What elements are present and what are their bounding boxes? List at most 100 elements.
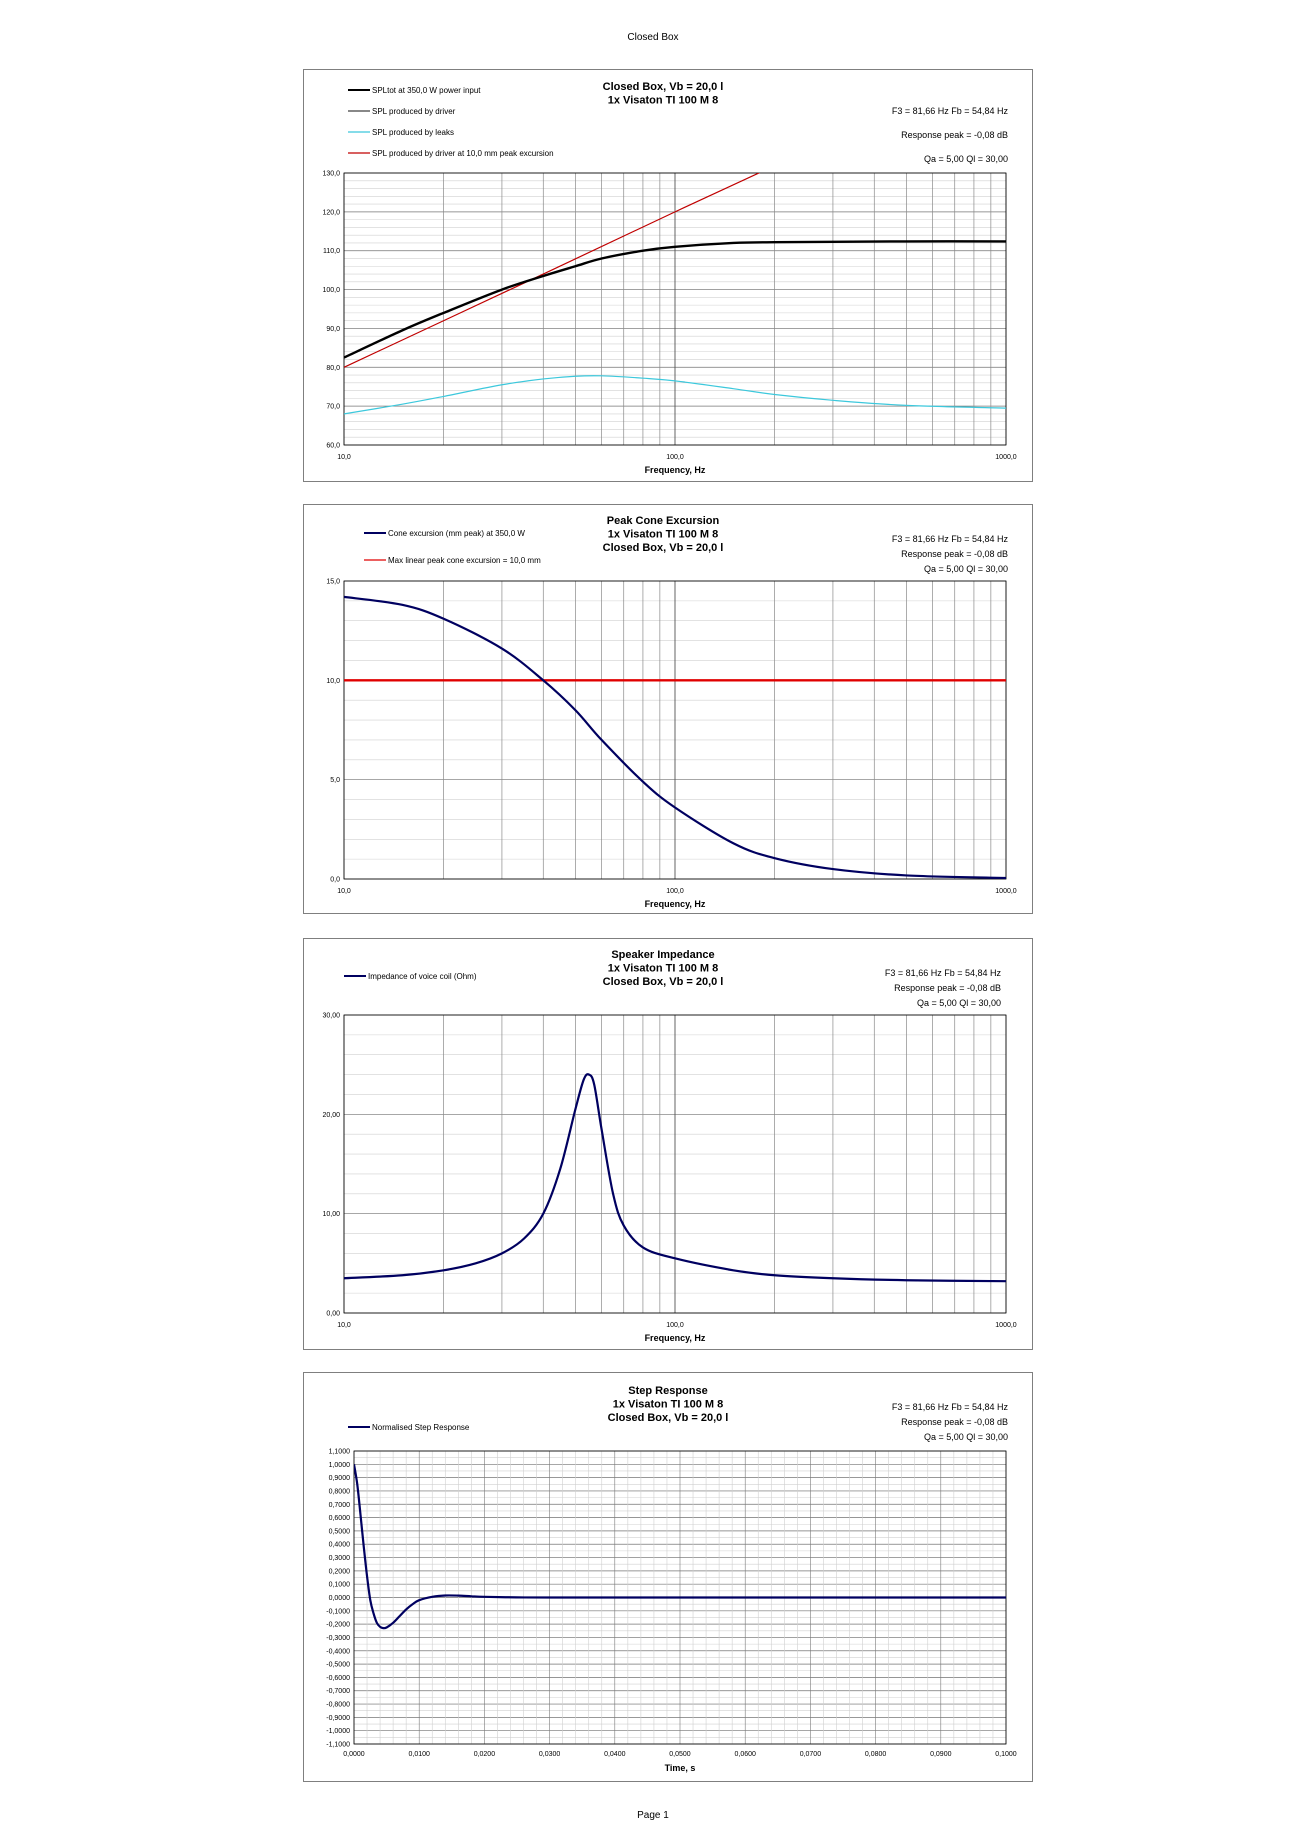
series-line [344, 1073, 1006, 1283]
info-line: F3 = 81,66 Hz Fb = 54,84 Hz [885, 968, 1002, 978]
info-line: Response peak = -0,08 dB [901, 549, 1008, 559]
x-axis-title: Frequency, Hz [645, 1333, 706, 1343]
x-tick-label: 0,0500 [669, 1751, 691, 1758]
chart-title-line: Peak Cone Excursion [607, 515, 720, 527]
spl-chart-panel: 60,0 70,0 80,0 90,0 100,0 110,0 120,0 130,0 10,0… [303, 69, 1033, 482]
chart-title-line: Closed Box, Vb = 20,0 l [608, 1412, 729, 1424]
plot-border [343, 580, 1007, 880]
excursion-chart-panel: 0,0 5,0 10,0 15,0 10,0 100,0 1000,0 Frequency, … [303, 504, 1033, 914]
y-tick-label: -0,5000 [326, 1662, 350, 1669]
y-tick-label: -0,8000 [326, 1702, 350, 1709]
info-line: Response peak = -0,08 dB [901, 1417, 1008, 1427]
x-tick-label: 0,0200 [474, 1751, 496, 1758]
y-tick-label: 0,2000 [329, 1568, 351, 1575]
x-tick-label: 1000,0 [995, 454, 1017, 461]
y-tick-label: 90,0 [326, 326, 340, 333]
legend: Normalised Step Response [348, 1423, 470, 1432]
info-line: F3 = 81,66 Hz Fb = 54,84 Hz [892, 1402, 1009, 1412]
legend-label: SPLtot at 350,0 W power input [372, 86, 481, 95]
impedance-chart-panel: 0,00 10,00 20,00 30,00 10,0 100,0 1000,0 Freque… [303, 938, 1033, 1350]
legend-label: Cone excursion (mm peak) at 350,0 W [388, 529, 525, 538]
excursion-chart: 0,0 5,0 10,0 15,0 10,0 100,0 1000,0 Frequency, … [326, 515, 1017, 909]
y-tick-label: 0,00 [326, 1311, 340, 1318]
x-tick-label: 0,0700 [800, 1751, 822, 1758]
y-tick-label: 120,0 [322, 209, 340, 216]
info-line: Qa = 5,00 Ql = 30,00 [924, 1432, 1008, 1442]
grid [343, 580, 1007, 880]
y-tick-label: 20,00 [322, 1112, 340, 1119]
y-tick-label: -0,4000 [326, 1648, 350, 1655]
chart-title-line: Closed Box, Vb = 20,0 l [603, 81, 724, 93]
y-tick-label: 0,9000 [329, 1475, 351, 1482]
x-axis-title: Frequency, Hz [645, 465, 706, 475]
info-line: F3 = 81,66 Hz Fb = 54,84 Hz [892, 106, 1009, 116]
y-tick-label: 0,5000 [329, 1528, 351, 1535]
y-tick-label: 70,0 [326, 404, 340, 411]
x-tick-label: 0,0400 [604, 1751, 626, 1758]
y-tick-label: -1,0000 [326, 1728, 350, 1735]
x-tick-label: 100,0 [666, 1322, 684, 1329]
y-tick-label: 60,0 [326, 443, 340, 450]
x-tick-label: 10,0 [337, 1322, 351, 1329]
chart-title-line: 1x Visaton TI 100 M 8 [608, 95, 718, 107]
plot-border [343, 1014, 1007, 1314]
step-response-chart: -1,1000 -1,0000 -0,9000 -0,8000 -0,7000 -0,60… [326, 1385, 1017, 1773]
y-tick-label: -0,9000 [326, 1715, 350, 1722]
y-tick-label: 100,0 [322, 287, 340, 294]
x-tick-label: 0,0800 [865, 1751, 887, 1758]
grid [353, 1450, 1007, 1745]
y-tick-label: 0,3000 [329, 1555, 351, 1562]
y-tick-label: 110,0 [323, 248, 340, 255]
chart-title-line: Speaker Impedance [611, 949, 714, 961]
y-tick-label: 0,7000 [329, 1502, 351, 1509]
spl-chart: 60,0 70,0 80,0 90,0 100,0 110,0 120,0 130,0 10,0… [322, 81, 1017, 475]
y-tick-label: 0,4000 [329, 1542, 351, 1549]
plot-border [343, 172, 1007, 446]
x-tick-label: 1000,0 [995, 888, 1017, 895]
legend-label: SPL produced by driver at 10,0 mm peak e… [372, 149, 554, 158]
series-group [344, 595, 1006, 879]
y-tick-label: -0,1000 [326, 1608, 350, 1615]
info-line: Qa = 5,00 Ql = 30,00 [917, 998, 1001, 1008]
info-line: Qa = 5,00 Ql = 30,00 [924, 154, 1008, 164]
legend: Impedance of voice coil (Ohm) [344, 972, 477, 981]
legend: SPLtot at 350,0 W power input SPL produce… [348, 86, 554, 158]
series-group [344, 1073, 1006, 1283]
series-line [344, 595, 1006, 879]
y-tick-label: -0,7000 [326, 1688, 350, 1695]
x-tick-label: 100,0 [666, 888, 684, 895]
y-tick-label: 130,0 [322, 171, 340, 178]
y-tick-label: 10,00 [322, 1211, 340, 1218]
series-line [344, 240, 1006, 359]
x-tick-label: 1000,0 [995, 1322, 1017, 1329]
y-tick-label: 0,8000 [329, 1488, 351, 1495]
series-group [354, 1464, 1006, 1630]
series-line [344, 375, 1006, 415]
legend-label: Impedance of voice coil (Ohm) [368, 972, 477, 981]
info-line: Response peak = -0,08 dB [894, 983, 1001, 993]
series-line [354, 1464, 1006, 1630]
y-tick-label: 0,6000 [329, 1515, 351, 1522]
page-header: Closed Box [627, 32, 679, 43]
grid [343, 172, 1007, 446]
y-tick-label: 0,1000 [329, 1582, 351, 1589]
x-tick-label: 0,0000 [343, 1751, 365, 1758]
chart-title-line: 1x Visaton TI 100 M 8 [608, 963, 718, 975]
y-tick-label: 1,0000 [329, 1462, 351, 1469]
info-line: F3 = 81,66 Hz Fb = 54,84 Hz [892, 534, 1009, 544]
legend-label: SPL produced by leaks [372, 128, 454, 137]
y-tick-label: -0,3000 [326, 1635, 350, 1642]
y-tick-label: -0,2000 [326, 1622, 350, 1629]
x-axis-title: Time, s [665, 1763, 696, 1773]
y-tick-label: 30,00 [322, 1013, 340, 1020]
y-tick-label: 0,0000 [329, 1595, 351, 1602]
y-tick-label: 10,0 [326, 678, 340, 685]
y-tick-label: -0,6000 [326, 1675, 350, 1682]
x-tick-label: 0,0600 [734, 1751, 756, 1758]
chart-title-line: Closed Box, Vb = 20,0 l [603, 976, 724, 988]
legend-label: Normalised Step Response [372, 1423, 470, 1432]
y-tick-label: 15,0 [326, 579, 340, 586]
series-group [344, 173, 1006, 415]
x-tick-label: 0,1000 [995, 1751, 1017, 1758]
y-tick-label: 1,1000 [329, 1449, 351, 1456]
